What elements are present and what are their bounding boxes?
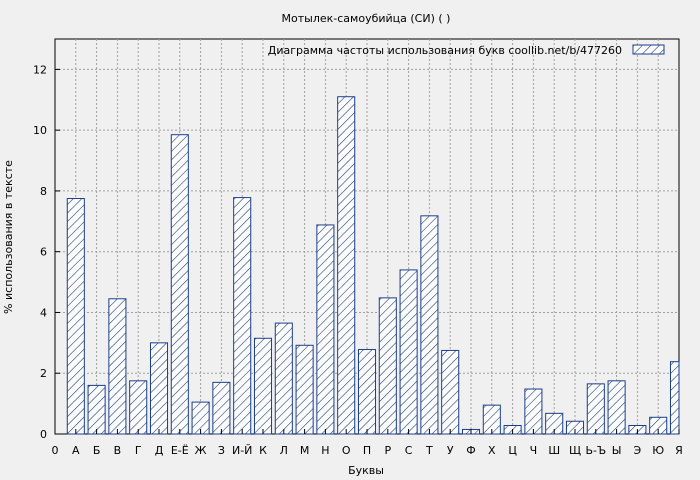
bar	[108, 298, 127, 435]
y-tick-label: 8	[40, 185, 47, 198]
x-tick-label: Л	[280, 444, 288, 457]
legend: Диаграмма частоты использования букв coo…	[268, 44, 665, 57]
x-tick-label: Э	[634, 444, 642, 457]
x-tick-label: З	[218, 444, 225, 457]
x-tick-label: Ь-Ъ	[585, 444, 606, 457]
x-tick-label: К	[259, 444, 267, 457]
x-tick-label: М	[300, 444, 310, 457]
bar	[274, 322, 293, 435]
x-axis-label: Буквы	[348, 464, 384, 477]
bar	[441, 349, 460, 435]
y-tick-label: 6	[40, 246, 47, 259]
bar	[129, 380, 148, 435]
bar	[378, 297, 397, 435]
legend-swatch	[632, 44, 665, 55]
x-tick-label: Ы	[612, 444, 622, 457]
y-tick-label: 12	[33, 63, 47, 76]
x-tick-label: В	[114, 444, 122, 457]
x-tick-label: У	[447, 444, 454, 457]
x-tick-label: Б	[93, 444, 101, 457]
x-tick-label: Е-Ё	[171, 444, 189, 457]
x-tick-label: Т	[425, 444, 433, 457]
y-tick-label: 0	[40, 428, 47, 441]
x-tick-label: Ш	[548, 444, 560, 457]
x-tick-label: Ж	[195, 444, 207, 457]
bar	[316, 224, 335, 435]
bar	[253, 337, 273, 435]
x-tick-label: Г	[135, 444, 142, 457]
bar	[233, 197, 252, 435]
x-tick-label: Х	[488, 444, 496, 457]
bar	[607, 380, 626, 435]
x-tick-label: Д	[155, 444, 164, 457]
x-tick-label: Ф	[466, 444, 475, 457]
x-tick-label: И-Й	[232, 444, 252, 457]
x-tick-label: Н	[321, 444, 329, 457]
x-tick-label: С	[405, 444, 413, 457]
x-tick-label: Р	[384, 444, 391, 457]
bar	[357, 349, 377, 435]
x-tick-label: А	[72, 444, 80, 457]
bars-group	[66, 96, 680, 435]
bar	[149, 342, 169, 435]
x-tick-label: Ц	[508, 444, 517, 457]
x-tick-label: Я	[675, 444, 683, 457]
bar	[170, 134, 189, 435]
y-tick-label: 4	[40, 306, 47, 319]
x-tick-label: О	[342, 444, 351, 457]
bar	[669, 361, 680, 435]
bar	[337, 96, 356, 435]
chart-title: Мотылек-самоубийца (СИ) ( )	[282, 12, 451, 25]
bar	[524, 388, 543, 435]
y-axis-label: % использования в тексте	[2, 160, 15, 314]
bar	[586, 383, 605, 435]
legend-label: Диаграмма частоты использования букв coo…	[268, 44, 622, 57]
bar	[66, 198, 85, 435]
x-tick-label: Щ	[569, 444, 581, 457]
bar	[295, 344, 314, 435]
y-tick-label: 2	[40, 367, 47, 380]
y-ticks: 0 2 4 6 8 10 12	[33, 63, 60, 441]
x-tick-label: Ю	[652, 444, 664, 457]
x-tick-label: 0	[52, 444, 59, 457]
x-ticks: 0 А Б В Г Д Е-Ё Ж З И-Й К Л М Н О П Р С Т У Ф Х Ц Ч Ш Щ Ь-Ъ Ы Э Ю Я	[52, 429, 683, 457]
x-tick-label: Ч	[530, 444, 538, 457]
bar	[87, 384, 106, 435]
x-tick-label: П	[363, 444, 371, 457]
bar	[212, 381, 231, 435]
bar	[399, 269, 418, 435]
y-tick-label: 10	[33, 124, 47, 137]
bar	[420, 215, 439, 435]
